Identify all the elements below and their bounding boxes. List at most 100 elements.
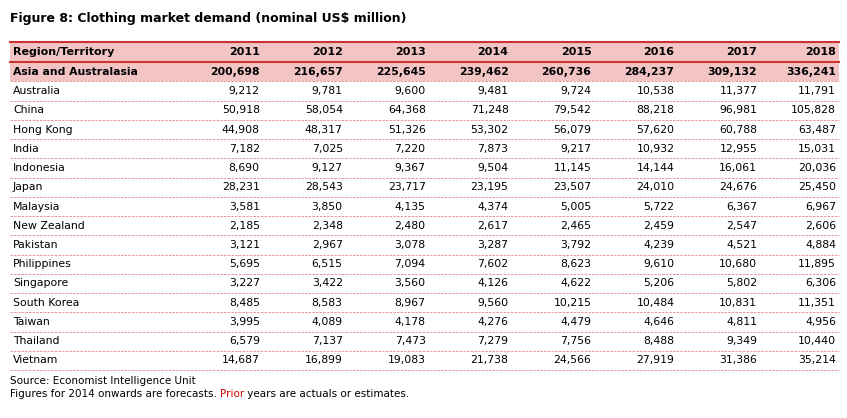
Bar — [10, 197, 839, 216]
Text: 6,306: 6,306 — [805, 278, 836, 288]
Text: 4,374: 4,374 — [478, 201, 508, 212]
Text: 4,956: 4,956 — [805, 317, 836, 327]
Text: 9,610: 9,610 — [643, 259, 674, 269]
Bar — [10, 101, 839, 120]
Text: 4,276: 4,276 — [478, 317, 508, 327]
Text: 11,791: 11,791 — [798, 86, 836, 96]
Text: 3,287: 3,287 — [478, 240, 508, 250]
Text: Australia: Australia — [13, 86, 61, 96]
Text: 5,802: 5,802 — [726, 278, 757, 288]
Text: 8,488: 8,488 — [644, 336, 674, 346]
Text: 6,967: 6,967 — [805, 201, 836, 212]
Text: 10,440: 10,440 — [798, 336, 836, 346]
Text: 16,899: 16,899 — [305, 355, 343, 365]
Bar — [10, 42, 839, 62]
Text: South Korea: South Korea — [13, 298, 80, 308]
Text: 44,908: 44,908 — [222, 125, 260, 135]
Text: 9,481: 9,481 — [478, 86, 508, 96]
Text: 2,617: 2,617 — [478, 221, 508, 231]
Text: 10,831: 10,831 — [719, 298, 757, 308]
Text: 21,738: 21,738 — [471, 355, 508, 365]
Text: 28,231: 28,231 — [222, 182, 260, 192]
Text: 3,995: 3,995 — [229, 317, 260, 327]
Text: Indonesia: Indonesia — [13, 163, 66, 173]
Text: Prior: Prior — [220, 389, 245, 399]
Text: 60,788: 60,788 — [719, 125, 757, 135]
Text: 105,828: 105,828 — [791, 105, 836, 115]
Text: 5,206: 5,206 — [643, 278, 674, 288]
Text: 11,377: 11,377 — [719, 86, 757, 96]
Text: 9,217: 9,217 — [561, 144, 591, 154]
Text: 2,547: 2,547 — [726, 221, 757, 231]
Text: 4,884: 4,884 — [805, 240, 836, 250]
Text: 2,348: 2,348 — [312, 221, 343, 231]
Text: 15,031: 15,031 — [798, 144, 836, 154]
Text: 2017: 2017 — [727, 47, 757, 57]
Bar — [10, 216, 839, 235]
Text: 9,367: 9,367 — [395, 163, 426, 173]
Text: Source: Economist Intelligence Unit: Source: Economist Intelligence Unit — [10, 376, 196, 386]
Text: 4,479: 4,479 — [561, 317, 591, 327]
Text: 4,622: 4,622 — [561, 278, 591, 288]
Bar — [10, 331, 839, 351]
Text: 7,137: 7,137 — [312, 336, 343, 346]
Text: 7,094: 7,094 — [395, 259, 426, 269]
Text: 7,025: 7,025 — [312, 144, 343, 154]
Text: 24,566: 24,566 — [554, 355, 591, 365]
Text: 12,955: 12,955 — [719, 144, 757, 154]
Text: 31,386: 31,386 — [719, 355, 757, 365]
Text: Philippines: Philippines — [13, 259, 72, 269]
Text: 7,873: 7,873 — [478, 144, 508, 154]
Text: 9,127: 9,127 — [312, 163, 343, 173]
Text: 9,560: 9,560 — [478, 298, 508, 308]
Text: 23,195: 23,195 — [471, 182, 508, 192]
Text: 53,302: 53,302 — [471, 125, 508, 135]
Text: 2012: 2012 — [312, 47, 343, 57]
Text: 2013: 2013 — [395, 47, 426, 57]
Text: Thailand: Thailand — [13, 336, 59, 346]
Text: Figures for 2014 onwards are forecasts.: Figures for 2014 onwards are forecasts. — [10, 389, 220, 399]
Text: 8,967: 8,967 — [395, 298, 426, 308]
Text: 3,560: 3,560 — [395, 278, 426, 288]
Text: 10,538: 10,538 — [636, 86, 674, 96]
Text: 51,326: 51,326 — [388, 125, 426, 135]
Text: 88,218: 88,218 — [636, 105, 674, 115]
Text: 27,919: 27,919 — [636, 355, 674, 365]
Text: Malaysia: Malaysia — [13, 201, 60, 212]
Text: Vietnam: Vietnam — [13, 355, 58, 365]
Text: 7,473: 7,473 — [395, 336, 426, 346]
Text: 9,600: 9,600 — [395, 86, 426, 96]
Text: 2016: 2016 — [644, 47, 674, 57]
Bar — [10, 351, 839, 370]
Text: 79,542: 79,542 — [554, 105, 591, 115]
Text: 5,695: 5,695 — [229, 259, 260, 269]
Text: 9,504: 9,504 — [478, 163, 508, 173]
Text: 309,132: 309,132 — [707, 67, 757, 77]
Text: 20,036: 20,036 — [798, 163, 836, 173]
Text: 8,583: 8,583 — [312, 298, 343, 308]
Text: 23,717: 23,717 — [388, 182, 426, 192]
Text: 2018: 2018 — [805, 47, 836, 57]
Text: 3,121: 3,121 — [229, 240, 260, 250]
Text: 48,317: 48,317 — [305, 125, 343, 135]
Text: 239,462: 239,462 — [459, 67, 508, 77]
Bar — [10, 255, 839, 274]
Bar — [10, 158, 839, 178]
Text: 260,736: 260,736 — [541, 67, 591, 77]
Text: 11,145: 11,145 — [554, 163, 591, 173]
Text: 7,279: 7,279 — [478, 336, 508, 346]
Text: 6,367: 6,367 — [726, 201, 757, 212]
Text: 6,579: 6,579 — [229, 336, 260, 346]
Text: 9,781: 9,781 — [312, 86, 343, 96]
Text: 10,932: 10,932 — [636, 144, 674, 154]
Text: 64,368: 64,368 — [388, 105, 426, 115]
Text: 2,480: 2,480 — [395, 221, 426, 231]
Text: 284,237: 284,237 — [624, 67, 674, 77]
Text: Hong Kong: Hong Kong — [13, 125, 73, 135]
Text: Asia and Australasia: Asia and Australasia — [13, 67, 138, 77]
Bar — [10, 178, 839, 197]
Text: 3,078: 3,078 — [395, 240, 426, 250]
Text: 6,515: 6,515 — [312, 259, 343, 269]
Text: 50,918: 50,918 — [222, 105, 260, 115]
Text: 14,687: 14,687 — [222, 355, 260, 365]
